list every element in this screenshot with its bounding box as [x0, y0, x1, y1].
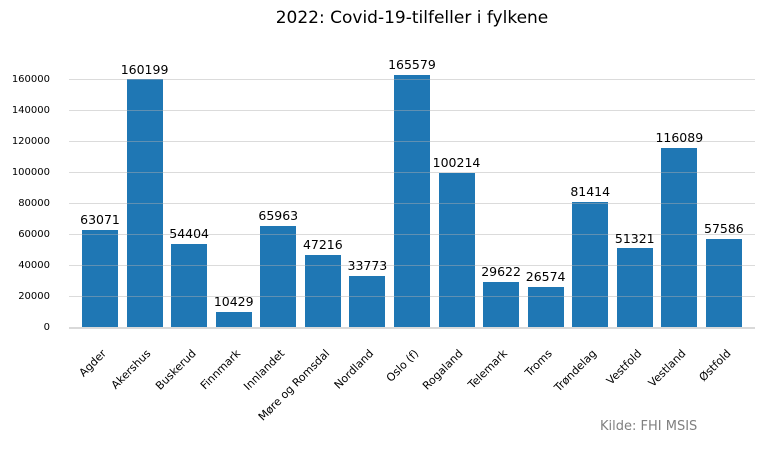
bar-group: 47216 — [302, 58, 343, 328]
bar-group: 165579 — [388, 58, 436, 328]
x-tick-label-text: Innlandet — [241, 347, 288, 393]
bar-value-label: 51321 — [614, 230, 655, 246]
chart-title: 2022: Covid-19-tilfeller i fylkene — [275, 8, 549, 28]
y-tick-label: 120000 — [11, 135, 50, 147]
gridline — [69, 233, 755, 235]
y-tick-label: 20000 — [18, 290, 50, 302]
x-tick-label-text: Akershus — [109, 347, 154, 392]
bar — [126, 79, 163, 328]
bar-value-label: 116089 — [655, 130, 704, 146]
bar-value-label: 10429 — [213, 294, 254, 310]
gridline — [69, 202, 755, 204]
gridline — [69, 140, 755, 142]
bar-value-label: 54404 — [169, 225, 210, 241]
plot-area: 63071 160199 54404 10429 65963 47216 33773 1655… — [69, 58, 755, 329]
bar-value-label: 33773 — [347, 257, 388, 273]
bar-value-label: 65963 — [258, 207, 299, 223]
y-axis-tick-labels: 0 20000 40000 60000 80000 100000 120000 140000 1… — [0, 58, 50, 333]
bar-value-label: 81414 — [570, 183, 611, 199]
bar — [349, 275, 386, 328]
bar-value-label: 165579 — [388, 57, 436, 72]
bar-group: 29622 — [481, 58, 521, 328]
bar — [82, 230, 118, 328]
bar-group: 54404 — [169, 58, 210, 328]
bar-value-label: 47216 — [302, 236, 343, 252]
gridline — [69, 109, 755, 111]
bar-group: 51321 — [614, 58, 655, 328]
bar — [171, 243, 208, 328]
gridline — [69, 264, 755, 266]
y-tick-label: 140000 — [11, 104, 50, 116]
x-tick-label-text: Finnmark — [197, 347, 243, 393]
bar — [393, 74, 430, 328]
x-tick-label-text: Vestland — [646, 347, 689, 390]
bar — [438, 172, 475, 328]
x-tick-label-text: Agder — [76, 347, 110, 380]
y-tick-label: 160000 — [11, 73, 50, 85]
x-axis-line — [69, 327, 755, 329]
bar — [661, 147, 698, 328]
y-tick-label: 60000 — [18, 228, 50, 240]
bar — [616, 248, 653, 328]
y-tick-label: 80000 — [18, 197, 50, 209]
bar — [215, 311, 252, 328]
bar — [483, 282, 520, 328]
bar-group: 100214 — [433, 58, 480, 328]
bar-value-label: 29622 — [481, 264, 521, 280]
gridlines — [69, 58, 755, 328]
y-tick-label: 40000 — [18, 259, 50, 271]
bar-group: 116089 — [655, 58, 703, 328]
x-tick-label-text: Trøndelag — [552, 347, 600, 395]
bar-group: 160199 — [121, 58, 168, 328]
x-tick-label-text: Buskerud — [152, 347, 199, 393]
y-tick-label: 0 — [43, 322, 50, 333]
bar-value-label: 63071 — [80, 212, 120, 228]
x-tick-label-text: Østfold — [696, 347, 734, 385]
gridline — [69, 78, 755, 80]
bar — [572, 201, 609, 328]
bar-value-label: 160199 — [120, 61, 169, 77]
bar-value-label: 100214 — [432, 154, 481, 170]
x-tick-label-text: Nordland — [332, 347, 377, 392]
bar-group: 63071 — [80, 58, 120, 328]
bar-group: 65963 — [258, 58, 299, 328]
gridline — [69, 295, 755, 297]
bar-group: 10429 — [213, 58, 254, 328]
bar-group: 81414 — [570, 58, 611, 328]
x-tick-label-text: Rogaland — [420, 347, 466, 393]
bar-value-label: 57586 — [704, 220, 744, 236]
bar-group: 33773 — [347, 58, 388, 328]
bar — [705, 238, 742, 328]
x-tick-label-text: Vestfold — [603, 347, 645, 388]
bar — [527, 286, 564, 328]
bars-container: 63071 160199 54404 10429 65963 47216 33773 1655… — [69, 58, 755, 328]
bar-value-label: 26574 — [525, 269, 566, 285]
x-tick-label-text: Oslo (f) — [383, 347, 422, 385]
gridline — [69, 171, 755, 173]
y-tick-label: 100000 — [11, 166, 50, 178]
x-tick-label-text: Troms — [522, 347, 555, 380]
bar-group: 57586 — [704, 58, 744, 328]
source-note: Kilde: FHI MSIS — [600, 419, 698, 434]
bar — [304, 254, 341, 328]
x-tick-label-text: Telemark — [465, 347, 511, 392]
bar-group: 26574 — [525, 58, 566, 328]
bar — [260, 225, 297, 328]
